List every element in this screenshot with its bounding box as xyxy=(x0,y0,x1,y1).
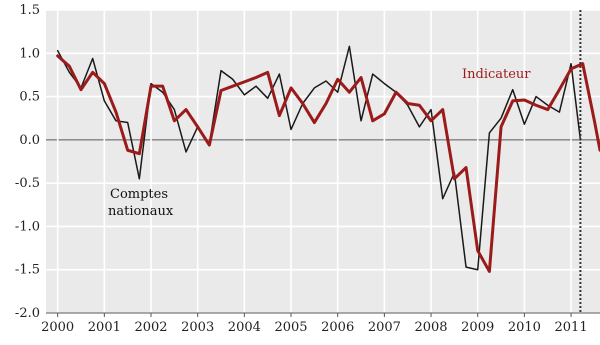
x-tick-label: 2011 xyxy=(555,320,588,335)
y-tick-label: 0.0 xyxy=(19,133,40,148)
y-tick-label: -0.5 xyxy=(15,176,40,191)
x-tick-label: 2000 xyxy=(41,320,74,335)
x-tick-label: 2009 xyxy=(461,320,494,335)
plot-background xyxy=(46,10,600,313)
y-tick-label: -1.5 xyxy=(15,263,40,278)
y-tick-label: 1.5 xyxy=(19,3,40,18)
y-tick-label: 0.5 xyxy=(19,90,40,105)
x-tick-label: 2002 xyxy=(134,320,167,335)
series-line-indicateur xyxy=(56,54,600,273)
series-line-comptes-nationaux xyxy=(56,45,582,271)
x-tick-label: 2007 xyxy=(368,320,401,335)
x-tick-label: 2005 xyxy=(274,320,307,335)
series-label-indicateur: Indicateur xyxy=(462,67,531,82)
x-tick-label: 2006 xyxy=(321,320,354,335)
y-tick-label: 1.0 xyxy=(19,46,40,61)
axis-ticks xyxy=(46,312,600,317)
series-label-nationaux: nationaux xyxy=(108,204,174,219)
x-tick-label: 2008 xyxy=(414,320,447,335)
y-tick-label: -1.0 xyxy=(15,219,40,234)
x-tick-label: 2003 xyxy=(181,320,214,335)
series-label-comptes: Comptes xyxy=(110,187,168,202)
x-tick-label: 2010 xyxy=(508,320,541,335)
y-tick-label: -2.0 xyxy=(15,306,40,321)
x-tick-label: 2004 xyxy=(228,320,261,335)
series-lines xyxy=(56,45,600,273)
grid-lines xyxy=(46,9,600,314)
x-tick-label: 2001 xyxy=(88,320,121,335)
